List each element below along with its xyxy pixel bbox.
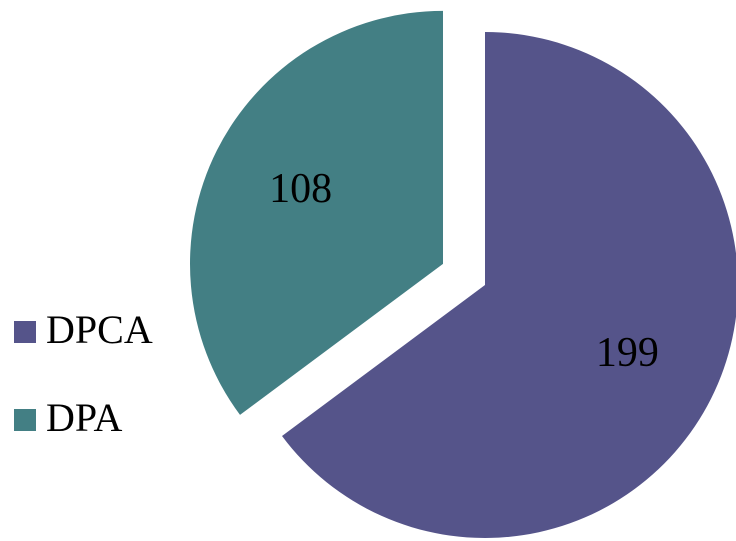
data-label: 108 xyxy=(269,166,332,212)
legend-label: DPA xyxy=(46,395,122,440)
pie-slice xyxy=(190,10,444,415)
pie-slice xyxy=(282,32,736,538)
data-label: 199 xyxy=(596,330,659,376)
legend-label: DPCA xyxy=(46,307,153,352)
legend-swatch xyxy=(14,409,36,431)
legend-swatch xyxy=(14,321,36,343)
